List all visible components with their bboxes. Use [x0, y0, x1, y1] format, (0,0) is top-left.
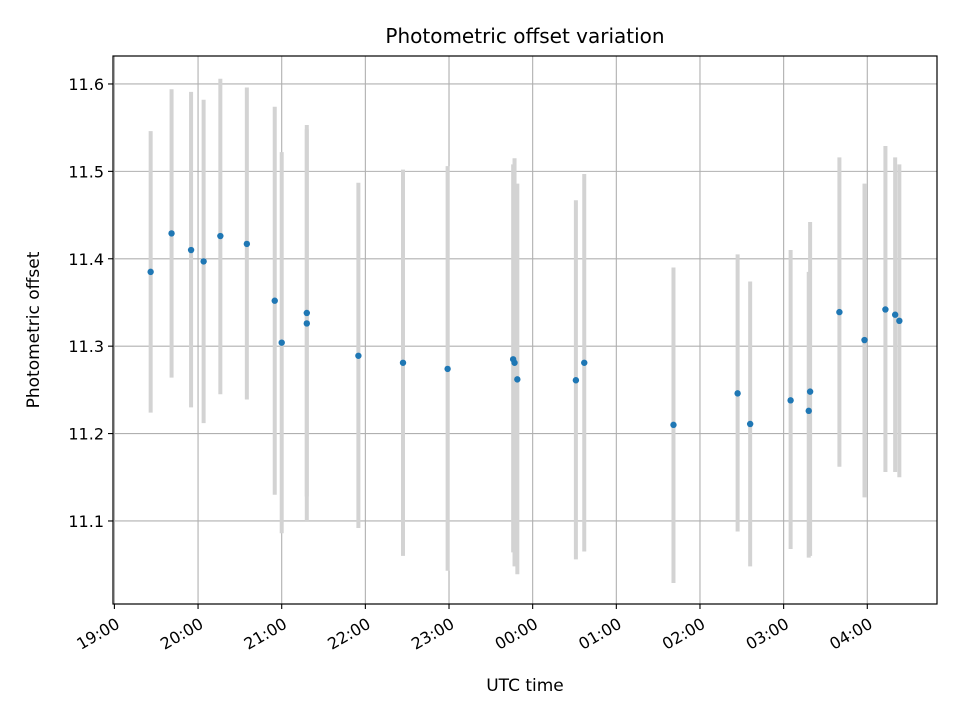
data-point [896, 317, 903, 325]
y-tick-label: 11.2 [68, 425, 104, 444]
data-point [303, 309, 311, 317]
data-points [147, 230, 903, 429]
chart-title: Photometric offset variation [385, 24, 664, 48]
data-point [399, 359, 407, 366]
data-point [217, 232, 224, 240]
data-point [861, 336, 868, 344]
y-tick-label: 11.4 [68, 250, 104, 269]
data-point [355, 352, 362, 359]
data-point [511, 359, 518, 366]
data-point [444, 365, 451, 373]
data-point [147, 268, 154, 276]
data-point [787, 397, 794, 404]
y-tick-label: 11.1 [68, 512, 104, 531]
y-axis-label: Photometric offset [24, 251, 44, 408]
data-point [278, 339, 285, 346]
data-point [581, 359, 588, 366]
data-point [572, 377, 580, 384]
y-tick-label: 11.6 [68, 75, 104, 94]
data-point [891, 311, 899, 318]
data-point [200, 258, 207, 265]
data-point [514, 376, 521, 383]
data-point [746, 420, 754, 428]
data-point [187, 246, 195, 254]
y-axis-ticks: 11.1 11.2 11.3 11.4 11.5 11.6 [68, 75, 113, 531]
data-point [271, 297, 278, 304]
plot-frame [112, 55, 938, 605]
y-tick-label: 11.3 [68, 337, 104, 356]
data-point [836, 308, 843, 316]
data-point [670, 421, 677, 429]
data-point [243, 240, 251, 248]
x-axis-label: UTC time [486, 676, 564, 696]
data-point [168, 230, 175, 237]
data-point [806, 388, 814, 395]
data-point [805, 407, 812, 415]
data-point [303, 320, 311, 327]
y-tick-label: 11.5 [68, 162, 104, 181]
data-point [734, 390, 741, 397]
data-point [882, 306, 889, 313]
